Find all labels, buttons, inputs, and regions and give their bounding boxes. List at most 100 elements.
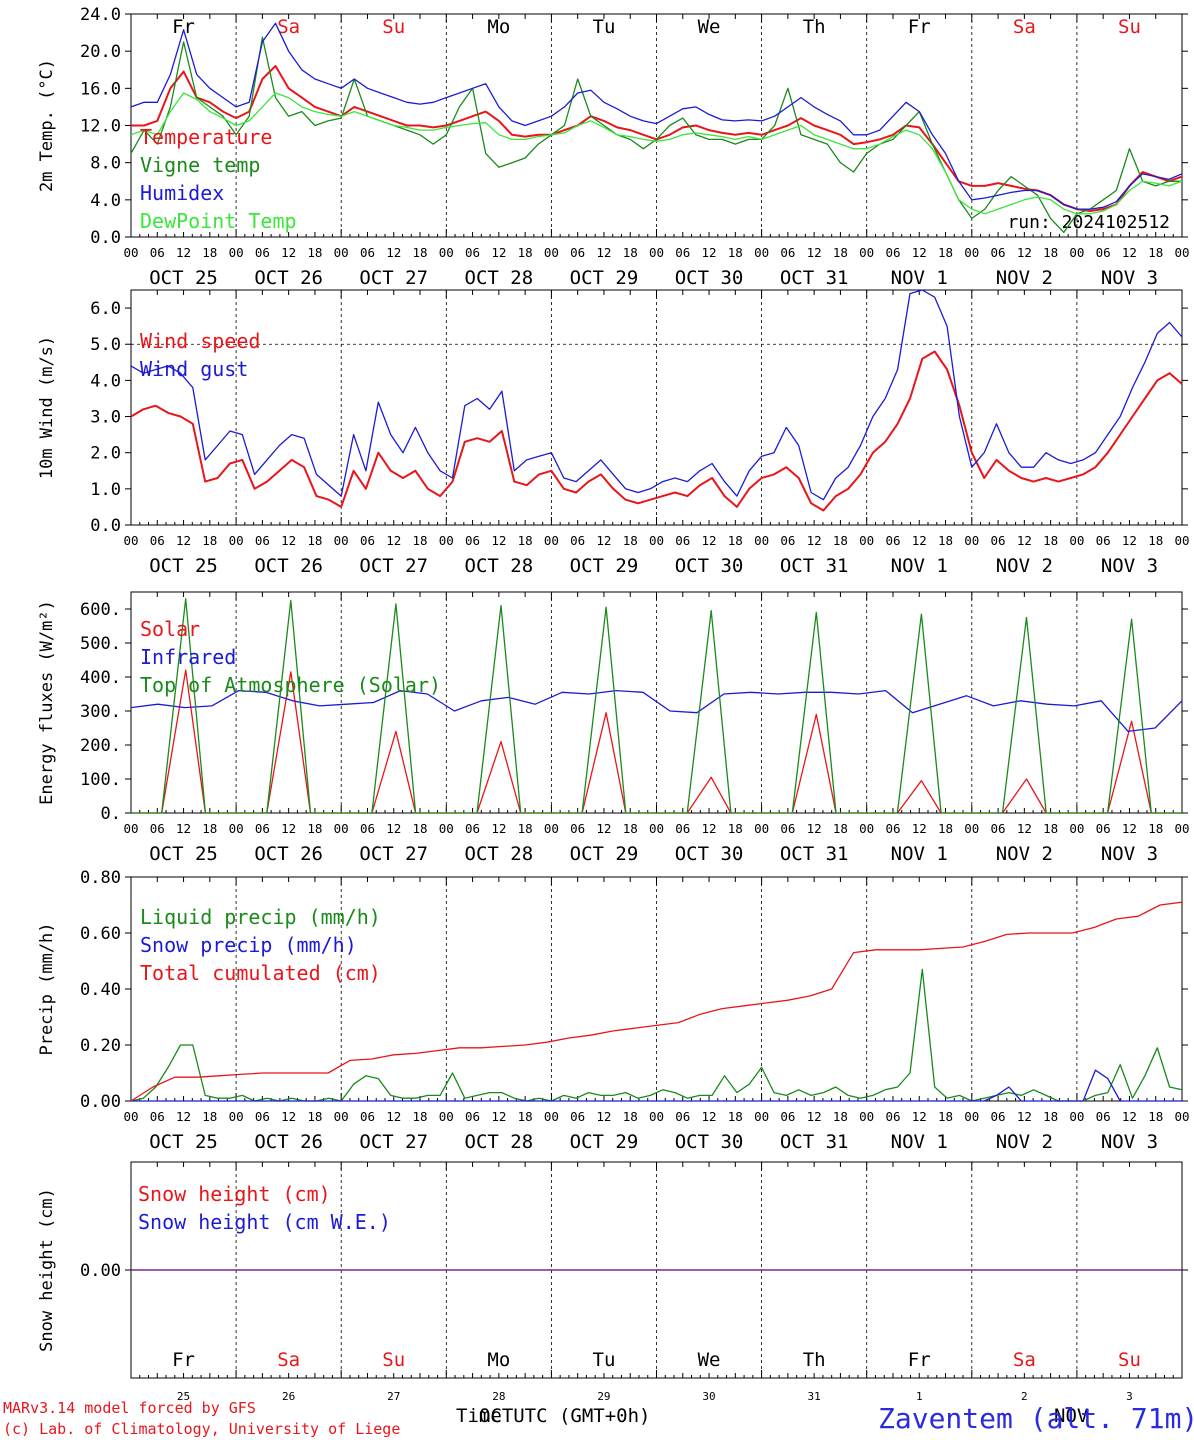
hour-tick-label: 00 (439, 821, 454, 836)
hour-tick-label: 06 (991, 245, 1006, 260)
hour-tick-label: 00 (1174, 821, 1189, 836)
y-tick-label: 0. (101, 804, 121, 824)
hour-tick-label: 00 (1174, 245, 1189, 260)
hour-tick-label: 00 (229, 1109, 244, 1124)
y-tick-label: 0.0 (90, 228, 121, 248)
hour-tick-label: 12 (807, 821, 822, 836)
hour-tick-label: 12 (596, 245, 611, 260)
hour-tick-label: 06 (255, 1109, 270, 1124)
meteogram-panels: 0.04.08.012.016.020.024.02m Temp. (°C)00… (37, 5, 1190, 1403)
hour-tick-label: 00 (859, 245, 874, 260)
weekday-label: Fr (172, 16, 195, 38)
legend-entry: Liquid precip (mm/h) (140, 905, 381, 929)
month-label-left: OCT (479, 1405, 513, 1427)
legend-entry: Snow precip (mm/h) (140, 933, 357, 957)
hour-tick-label: 06 (150, 821, 165, 836)
date-label: OCT 25 (149, 1131, 218, 1153)
hour-tick-label: 18 (518, 1109, 533, 1124)
hour-tick-label: 06 (1096, 821, 1111, 836)
hour-tick-label: 00 (649, 533, 664, 548)
series-line (130, 350, 1183, 512)
series-line (130, 22, 1183, 210)
hour-tick-label: 12 (596, 533, 611, 548)
y-tick-label: 0.0 (90, 516, 121, 536)
hour-tick-label: 06 (675, 821, 690, 836)
hour-tick-label: 12 (1122, 533, 1137, 548)
date-label: OCT 26 (254, 843, 323, 865)
y-tick-label: 16.0 (80, 79, 121, 99)
weekday-label: Sa (1013, 16, 1036, 38)
hour-tick-label: 18 (1043, 821, 1058, 836)
hour-tick-label: 18 (833, 821, 848, 836)
hour-tick-label: 12 (912, 245, 927, 260)
hour-tick-label: 12 (807, 1109, 822, 1124)
hour-tick-label: 06 (675, 1109, 690, 1124)
model-credit-line2: (c) Lab. of Climatology, University of L… (3, 1420, 400, 1438)
hour-tick-label: 18 (307, 1109, 322, 1124)
date-label: OCT 29 (570, 1131, 639, 1153)
hour-tick-label: 18 (412, 821, 427, 836)
hour-tick-label: 12 (702, 1109, 717, 1124)
hour-tick-label: 12 (491, 1109, 506, 1124)
hour-tick-label: 00 (1174, 533, 1189, 548)
date-label: NOV 3 (1101, 843, 1158, 865)
hour-tick-label: 12 (491, 821, 506, 836)
day-number-label: 3 (1126, 1390, 1133, 1403)
legend-entry: Snow height (cm W.E.) (138, 1210, 391, 1234)
hour-tick-label: 06 (885, 1109, 900, 1124)
y-tick-label: 0.00 (80, 1092, 121, 1112)
hour-tick-label: 18 (1043, 533, 1058, 548)
hour-tick-label: 12 (1122, 821, 1137, 836)
hour-tick-label: 06 (570, 821, 585, 836)
hour-tick-label: 12 (807, 533, 822, 548)
hour-tick-label: 12 (807, 245, 822, 260)
day-number-label: 2 (1021, 1390, 1028, 1403)
hour-tick-label: 00 (334, 245, 349, 260)
hour-tick-label: 06 (150, 245, 165, 260)
legend-entry: Humidex (140, 181, 224, 205)
date-label: OCT 29 (570, 267, 639, 289)
hour-tick-label: 06 (255, 245, 270, 260)
hour-tick-label: 00 (439, 533, 454, 548)
weekday-label: Su (382, 1349, 405, 1371)
legend-entry: Top of Atmosphere (Solar) (140, 673, 441, 697)
weekday-label: Su (1118, 16, 1141, 38)
hour-tick-label: 00 (649, 1109, 664, 1124)
hour-tick-label: 06 (991, 821, 1006, 836)
date-label: OCT 30 (675, 267, 744, 289)
y-tick-label: 0.40 (80, 980, 121, 1000)
hour-tick-label: 00 (964, 533, 979, 548)
day-number-label: 28 (492, 1390, 505, 1403)
date-label: OCT 26 (254, 267, 323, 289)
y-tick-label: 2.0 (90, 444, 121, 464)
panel-5: 0.00 Snow height (cm) Fr 25 Sa 26 Su 27 Mo 28 Tu 29… (37, 1161, 1188, 1403)
weekday-label: We (698, 1349, 721, 1371)
date-label: OCT 29 (570, 555, 639, 577)
hour-tick-label: 18 (1043, 245, 1058, 260)
date-label: OCT 31 (780, 1131, 849, 1153)
y-tick-label: 500. (80, 634, 121, 654)
weekday-label: Su (382, 16, 405, 38)
weekday-label: Mo (487, 1349, 510, 1371)
hour-tick-label: 06 (465, 245, 480, 260)
hour-tick-label: 00 (544, 533, 559, 548)
weekday-label: Mo (487, 16, 510, 38)
hour-tick-label: 06 (255, 533, 270, 548)
time-axis-label: Time UTC (GMT+0h) (456, 1405, 650, 1427)
hour-tick-label: 06 (1096, 1109, 1111, 1124)
hour-tick-label: 12 (281, 245, 296, 260)
footer: MARv3.14 model forced by GFS (c) Lab. of… (3, 1399, 1194, 1438)
hour-tick-label: 00 (544, 245, 559, 260)
y-tick-label: 0.80 (80, 868, 121, 888)
date-label: OCT 31 (780, 267, 849, 289)
date-label: OCT 31 (780, 555, 849, 577)
y-tick-label: 12.0 (80, 117, 121, 137)
hour-tick-label: 00 (859, 1109, 874, 1124)
hour-tick-label: 18 (728, 1109, 743, 1124)
day-number-label: 31 (808, 1390, 821, 1403)
hour-tick-label: 18 (1148, 1109, 1163, 1124)
hour-tick-label: 00 (964, 821, 979, 836)
hour-tick-label: 06 (570, 1109, 585, 1124)
hour-tick-label: 00 (123, 245, 138, 260)
